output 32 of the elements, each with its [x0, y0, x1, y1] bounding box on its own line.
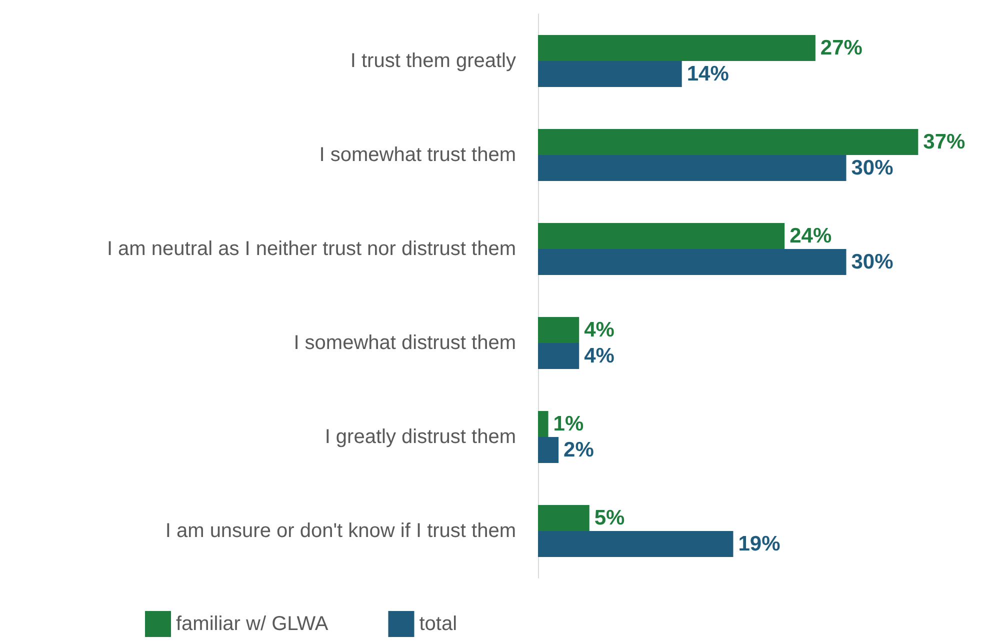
bar — [538, 35, 816, 61]
y-tick-label: I somewhat trust them — [319, 144, 516, 166]
bar — [538, 437, 559, 463]
y-tick-label: I trust them greatly — [350, 50, 516, 72]
bar — [538, 343, 580, 369]
bar — [538, 505, 590, 531]
y-tick-label: I am unsure or don't know if I trust them — [165, 520, 516, 542]
bar — [538, 249, 846, 275]
bar — [538, 129, 918, 155]
bar — [538, 317, 580, 343]
legend-label: familiar w/ GLWA — [176, 613, 329, 635]
data-label: 2% — [564, 438, 594, 462]
y-tick-label: I am neutral as I neither trust nor distrust them — [106, 238, 516, 260]
data-label: 4% — [584, 318, 615, 342]
bar — [538, 61, 682, 87]
data-label: 24% — [790, 224, 832, 248]
data-label: 30% — [851, 250, 894, 274]
data-label: 1% — [553, 412, 584, 436]
legend-label: total — [419, 613, 458, 635]
data-label: 27% — [820, 36, 863, 60]
data-label: 4% — [584, 344, 615, 368]
bar — [538, 223, 785, 249]
data-label: 14% — [686, 62, 730, 86]
bar — [538, 411, 548, 437]
bar — [538, 531, 734, 557]
data-label: 19% — [738, 532, 781, 556]
y-tick-label: I greatly distrust them — [324, 426, 516, 448]
y-tick-label: I somewhat distrust them — [294, 332, 516, 354]
bar — [538, 155, 846, 181]
data-label: 5% — [594, 506, 626, 530]
data-label: 37% — [923, 130, 966, 154]
data-label: 30% — [851, 156, 894, 180]
